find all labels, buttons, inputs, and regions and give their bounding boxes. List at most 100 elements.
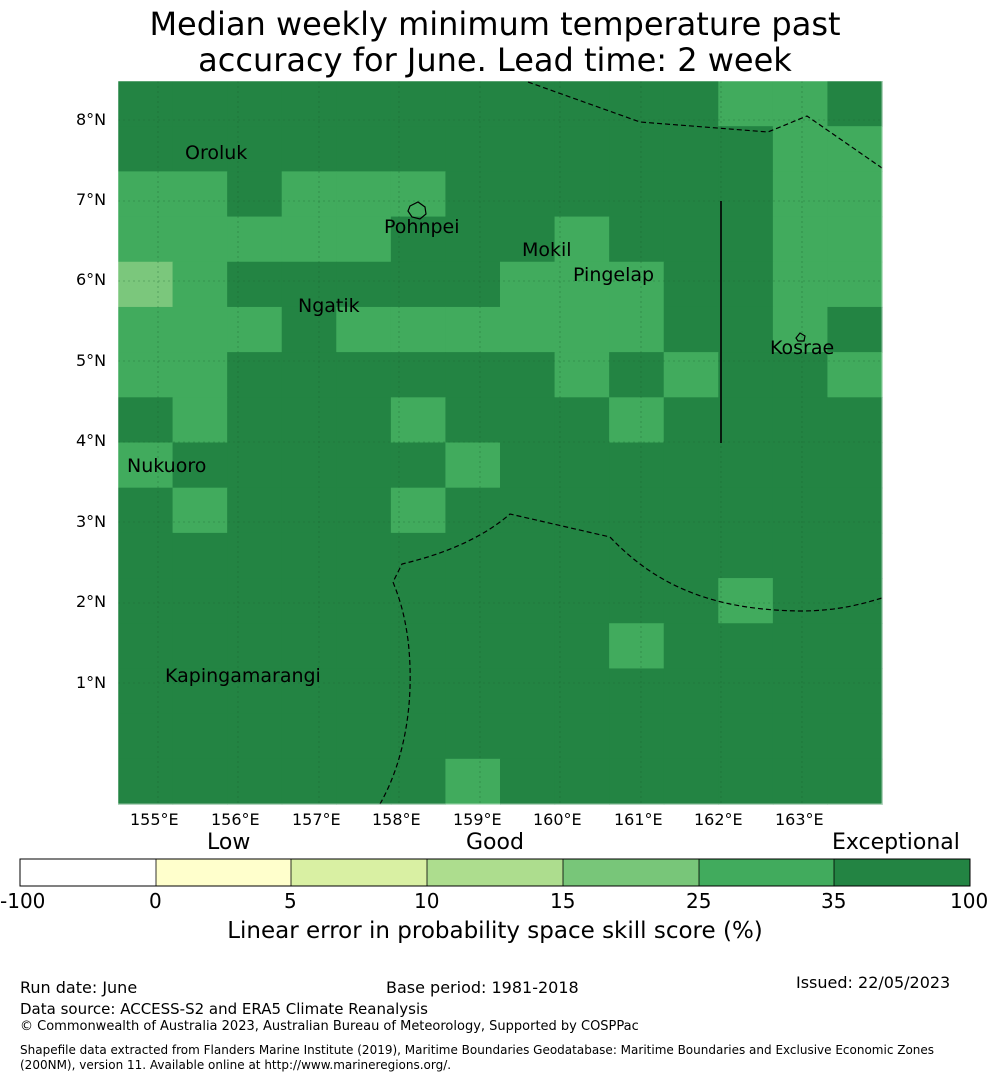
grid-cell [227, 397, 283, 444]
eez-boundaries [379, 81, 883, 805]
grid-cell [554, 126, 610, 172]
grid-cell [663, 397, 719, 444]
grid-cell [500, 442, 556, 489]
grid-cell [663, 532, 719, 579]
title-line-1: Median weekly minimum temperature past [149, 5, 841, 43]
grid-cell [772, 487, 829, 534]
grid-cell [227, 532, 283, 579]
grid-cell [718, 532, 774, 579]
grid-cell [554, 352, 610, 398]
grid-cell [609, 758, 665, 805]
grid-cell [554, 306, 610, 353]
islands [407, 201, 806, 342]
base-period: Base period: 1981-2018 [386, 978, 579, 997]
grid-cell [663, 713, 719, 760]
grid-cell [227, 306, 283, 353]
colorbar-tick: 100 [950, 889, 989, 913]
copyright-notice: © Commonwealth of Australia 2023, Austra… [20, 1019, 639, 1034]
lat-tick: 5°N [76, 351, 107, 370]
grid-cell [718, 397, 774, 444]
grid-cell [609, 352, 665, 398]
grid-cell [554, 487, 610, 534]
grid-cell [336, 81, 392, 127]
grid-cell [445, 261, 501, 308]
grid-cell [718, 623, 774, 670]
grid-cell [118, 261, 174, 308]
grid-cell [500, 578, 556, 624]
grid-cell [500, 126, 556, 172]
grid-cell [772, 171, 829, 218]
grid-cell [281, 623, 337, 670]
grid-cell [718, 261, 774, 308]
grid-cell [827, 668, 883, 715]
colorbar-swatch [563, 859, 699, 886]
pohnpei-island [407, 201, 427, 220]
colorbar-axis-label: Linear error in probability space skill … [227, 918, 763, 944]
grid-cell [281, 171, 337, 218]
place-label: Kapingamarangi [165, 665, 321, 687]
grid-cell [227, 668, 283, 715]
grid-cell [390, 442, 447, 489]
grid-cell [663, 261, 719, 308]
grid-cell [118, 487, 174, 534]
grid-cell [336, 668, 392, 715]
skill-grid [118, 81, 883, 805]
grid-cell [227, 126, 283, 172]
colorbar-swatch [291, 859, 427, 886]
grid-cell [609, 216, 665, 263]
grid-cell [118, 758, 174, 805]
grid-cell [554, 623, 610, 670]
grid-cell [445, 713, 501, 760]
grid-cell [118, 713, 174, 760]
grid-cell [772, 126, 829, 172]
legend-category: Exceptional [832, 830, 960, 855]
grid-cell [281, 352, 337, 398]
grid-cell [500, 668, 556, 715]
grid-cell [172, 216, 228, 263]
data-source: Data source: ACCESS-S2 and ERA5 Climate … [20, 1000, 428, 1018]
grid-cell [336, 261, 392, 308]
grid-cell [281, 668, 337, 715]
lon-tick: 163°E [775, 810, 824, 829]
grid-cell [772, 352, 829, 398]
lon-tick: 160°E [533, 810, 582, 829]
grid-cell [554, 216, 610, 263]
legend-category: Low [207, 830, 251, 855]
grid-cell [772, 397, 829, 444]
grid-cell [772, 713, 829, 760]
grid-cell [718, 578, 774, 624]
grid-cell [718, 668, 774, 715]
grid-cell [336, 578, 392, 624]
grid-cell [663, 352, 719, 398]
grid-cell [827, 758, 883, 805]
grid-cell [390, 216, 447, 263]
grid-cell [827, 171, 883, 218]
grid-cell [445, 578, 501, 624]
grid-cell [827, 442, 883, 489]
grid-cell [118, 442, 174, 489]
lat-tick: 6°N [76, 270, 107, 289]
grid-cell [500, 216, 556, 263]
grid-cell [827, 306, 883, 353]
grid-cell [445, 623, 501, 670]
grid-cell [718, 216, 774, 263]
grid-cell [718, 81, 774, 127]
lon-tick: 157°E [292, 810, 341, 829]
map-title: Median weekly minimum temperature past a… [0, 6, 990, 78]
grid-cell [172, 578, 228, 624]
grid-cell [718, 713, 774, 760]
grid-cell [227, 171, 283, 218]
place-label: Mokil [522, 239, 572, 261]
grid-cell [827, 713, 883, 760]
lat-tick: 8°N [76, 110, 107, 129]
grid-cell [281, 532, 337, 579]
grid-cell [281, 126, 337, 172]
grid-cell [336, 397, 392, 444]
grid-cell [772, 758, 829, 805]
grid-cell [663, 623, 719, 670]
grid-cell [118, 623, 174, 670]
grid-cell [445, 171, 501, 218]
lon-tick: 159°E [453, 810, 502, 829]
grid-cell [445, 758, 501, 805]
grid-cell [172, 623, 228, 670]
